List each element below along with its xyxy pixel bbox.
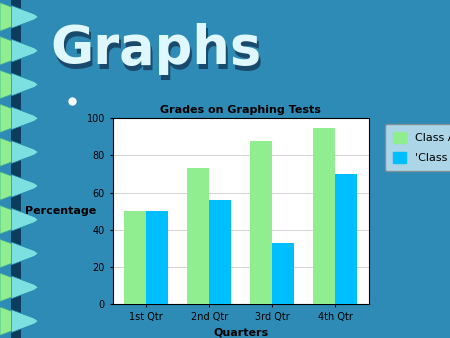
Polygon shape	[0, 70, 38, 99]
Bar	[187, 168, 209, 304]
Polygon shape	[12, 5, 38, 28]
Bar	[12, 0, 21, 338]
Text: Graphs: Graphs	[53, 28, 264, 80]
Bar	[250, 141, 272, 304]
Polygon shape	[0, 138, 38, 166]
Polygon shape	[0, 172, 38, 200]
Polygon shape	[12, 39, 38, 62]
Polygon shape	[12, 208, 38, 231]
Polygon shape	[12, 276, 38, 299]
Polygon shape	[12, 107, 38, 130]
Polygon shape	[0, 104, 38, 132]
Text: Percentage: Percentage	[25, 206, 96, 216]
Polygon shape	[0, 37, 38, 65]
Polygon shape	[0, 3, 38, 31]
Legend: Class A, 'Class B: Class A, 'Class B	[385, 124, 450, 171]
Polygon shape	[0, 239, 38, 268]
Polygon shape	[0, 273, 38, 301]
Bar	[124, 211, 146, 304]
Bar	[335, 174, 357, 304]
Bar	[146, 211, 168, 304]
Title: Grades on Graphing Tests: Grades on Graphing Tests	[160, 105, 321, 115]
Polygon shape	[12, 242, 38, 265]
Bar	[313, 128, 335, 304]
Polygon shape	[12, 174, 38, 197]
Bar	[272, 243, 294, 304]
Polygon shape	[0, 307, 38, 335]
Polygon shape	[12, 141, 38, 164]
Polygon shape	[12, 73, 38, 96]
X-axis label: Quarters: Quarters	[213, 328, 268, 337]
Polygon shape	[12, 310, 38, 333]
Bar	[209, 200, 231, 304]
Polygon shape	[0, 206, 38, 234]
Text: Graphs: Graphs	[51, 23, 262, 75]
